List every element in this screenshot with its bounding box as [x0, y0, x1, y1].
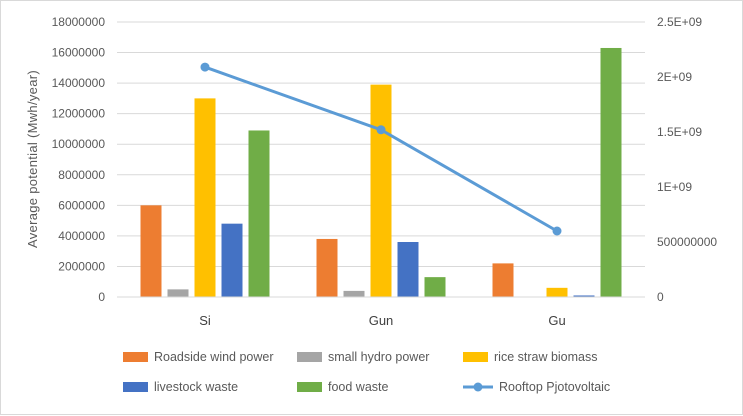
legend-swatch — [123, 382, 148, 392]
bar — [140, 205, 162, 297]
legend-swatch — [463, 352, 488, 362]
bars — [140, 47, 622, 297]
legend-label: rice straw biomass — [494, 350, 598, 364]
bar — [600, 47, 622, 297]
y-axis-title: Average potential (Mwh/year) — [25, 70, 40, 248]
y-tick-label: 6000000 — [58, 198, 105, 212]
y-tick-label: 0 — [98, 290, 105, 304]
y-tick-label: 2000000 — [58, 259, 105, 273]
bar — [221, 223, 243, 297]
bar — [546, 287, 568, 297]
y-tick-label: 14000000 — [52, 76, 106, 90]
y-tick-label: 10000000 — [52, 137, 106, 151]
y-tick-label: 12000000 — [52, 107, 106, 121]
bar — [248, 130, 270, 297]
y-axis-right-ticks: 0 500000000 1E+09 1.5E+09 2E+09 2.5E+09 — [657, 15, 717, 304]
y-tick-label: 16000000 — [52, 46, 106, 60]
bar — [397, 242, 419, 297]
legend-swatch-marker — [473, 382, 483, 392]
bar — [194, 98, 216, 297]
x-category-label: Si — [199, 313, 211, 328]
bar — [343, 290, 365, 297]
bar — [316, 238, 338, 297]
x-axis-categories: Si Gun Gu — [199, 313, 565, 328]
y2-tick-label: 1E+09 — [657, 180, 692, 194]
bar — [370, 84, 392, 297]
legend-swatch — [123, 352, 148, 362]
x-category-label: Gu — [548, 313, 565, 328]
legend: Roadside wind power small hydro power rice… — [123, 350, 610, 394]
y-tick-label: 18000000 — [52, 15, 106, 29]
legend-label: food waste — [328, 380, 389, 394]
y2-tick-label: 500000000 — [657, 235, 717, 249]
legend-label: small hydro power — [328, 350, 429, 364]
bar — [573, 295, 595, 297]
x-category-label: Gun — [369, 313, 394, 328]
line-point — [200, 62, 210, 72]
y2-tick-label: 0 — [657, 290, 664, 304]
legend-label: livestock waste — [154, 380, 238, 394]
line-point — [552, 226, 562, 236]
legend-swatch — [297, 382, 322, 392]
legend-swatch — [297, 352, 322, 362]
line-series — [200, 62, 562, 236]
bar — [492, 263, 514, 297]
y2-tick-label: 2E+09 — [657, 70, 692, 84]
line-point — [376, 125, 386, 135]
y-axis-left-ticks: 0 2000000 4000000 6000000 8000000 10000000 120… — [52, 15, 106, 304]
y-tick-label: 4000000 — [58, 229, 105, 243]
bar — [167, 289, 189, 297]
legend-label: Rooftop Pjotovoltaic — [499, 380, 610, 394]
y2-tick-label: 2.5E+09 — [657, 15, 702, 29]
y-tick-label: 8000000 — [58, 168, 105, 182]
bar — [424, 277, 446, 297]
legend-label: Roadside wind power — [154, 350, 274, 364]
y2-tick-label: 1.5E+09 — [657, 125, 702, 139]
